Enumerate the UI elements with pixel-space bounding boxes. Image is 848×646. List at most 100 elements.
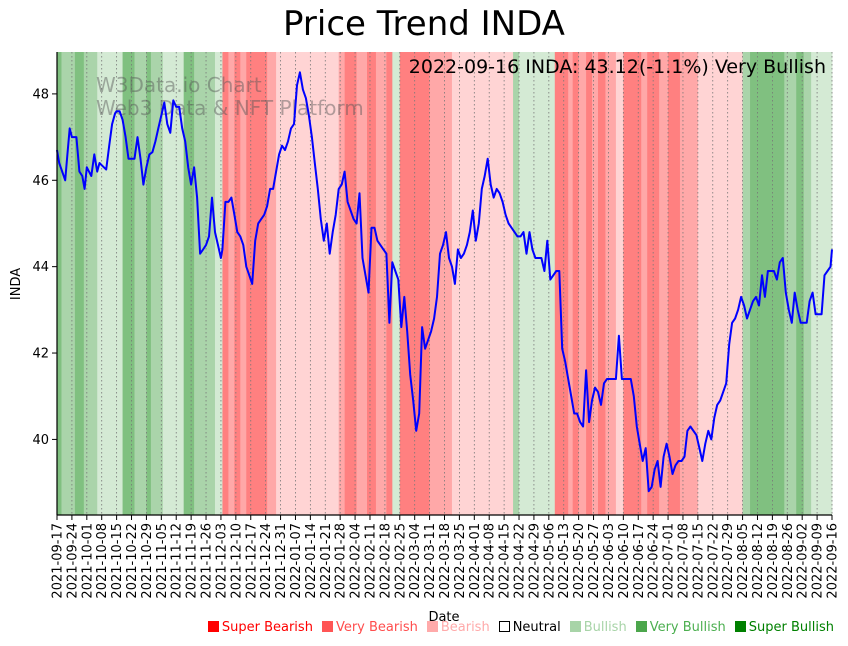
- band-very-bearish: [572, 52, 580, 515]
- band-very-bearish: [623, 52, 642, 515]
- x-tick-label: 2022-04-29: [527, 523, 542, 599]
- legend-item-bearish: Bearish: [426, 620, 490, 638]
- x-tick-label: 2022-07-22: [706, 523, 721, 599]
- watermark-line-1: W3Data.io Chart: [96, 73, 262, 97]
- legend-label: Bearish: [440, 620, 490, 635]
- x-tick-label: 2022-02-04: [349, 523, 364, 599]
- band-very-bearish: [367, 52, 377, 515]
- y-tick-label: 40: [32, 433, 49, 448]
- x-tick-label: 2022-02-18: [378, 523, 393, 599]
- x-tick-label: 2022-09-16: [826, 523, 841, 599]
- latest-price-annotation: 2022-09-16 INDA: 43.12(-1.1%) Very Bulli…: [409, 56, 826, 78]
- band-very-bearish: [234, 52, 241, 515]
- x-tick-label: 2022-08-05: [736, 523, 751, 599]
- x-tick-label: 2022-01-07: [289, 523, 304, 599]
- band-bearish: [375, 52, 387, 515]
- legend-label: Very Bullish: [649, 620, 726, 635]
- band-bullish: [742, 52, 751, 515]
- band-very-bullish: [796, 52, 805, 515]
- x-tick-label: 2022-08-19: [766, 523, 781, 599]
- x-tick-label: 2021-12-10: [229, 523, 244, 599]
- band-bearish: [338, 52, 346, 515]
- x-tick-label: 2022-06-10: [617, 523, 632, 599]
- band-bullish: [61, 52, 76, 515]
- band-very-bullish: [750, 52, 763, 515]
- band-light-bearish: [276, 52, 340, 515]
- x-tick-label: 2022-05-06: [542, 523, 557, 599]
- band-very-bearish: [344, 52, 357, 515]
- band-bullish: [83, 52, 98, 515]
- x-tick-label: 2021-10-01: [80, 523, 95, 599]
- legend-swatch-icon: [321, 621, 333, 632]
- x-tick-label: 2021-12-24: [259, 523, 274, 599]
- x-tick-label: 2021-10-22: [125, 523, 140, 599]
- x-tick-label: 2021-10-15: [110, 523, 125, 599]
- x-tick-label: 2022-01-28: [334, 523, 349, 599]
- y-axis-ticks: 40 42 44 46 48: [32, 87, 57, 448]
- legend-swatch-icon: [734, 621, 746, 632]
- x-tick-label: 2022-07-15: [691, 523, 706, 599]
- band-very-bearish: [246, 52, 268, 515]
- y-tick-label: 42: [32, 347, 49, 362]
- x-tick-label: 2021-10-08: [95, 523, 110, 599]
- band-light-bearish: [451, 52, 514, 515]
- band-bearish: [356, 52, 368, 515]
- band-bearish: [592, 52, 599, 515]
- legend-swatch-icon: [635, 621, 647, 632]
- y-tick-label: 46: [32, 174, 49, 189]
- x-tick-label: 2022-07-01: [662, 523, 677, 599]
- x-tick-label: 2022-03-11: [423, 523, 438, 599]
- x-tick-label: 2021-12-03: [214, 523, 229, 599]
- legend-swatch-icon: [569, 621, 581, 632]
- price-line-inda: [56, 71, 833, 493]
- legend: Super Bearish Very Bearish Bearish Neutral B…: [0, 620, 848, 638]
- x-tick-label: 2022-09-02: [796, 523, 811, 599]
- x-tick-label: 2022-07-08: [676, 523, 691, 599]
- x-tick-label: 2022-08-12: [751, 523, 766, 599]
- x-tick-label: 2022-08-26: [781, 523, 796, 599]
- x-tick-label: 2021-11-26: [200, 523, 215, 599]
- band-bullish: [150, 52, 164, 515]
- sentiment-bands: [57, 52, 833, 515]
- legend-label: Super Bullish: [748, 620, 834, 635]
- band-light-bullish: [811, 52, 833, 515]
- band-very-bearish: [386, 52, 393, 515]
- y-tick-label: 48: [32, 87, 49, 102]
- x-tick-label: 2022-05-27: [587, 523, 602, 599]
- x-tick-label: 2022-05-20: [572, 523, 587, 599]
- x-tick-label: 2022-06-24: [647, 523, 662, 599]
- x-tick-label: 2021-11-05: [155, 523, 170, 599]
- band-bearish: [679, 52, 699, 515]
- band-very-bullish: [122, 52, 135, 515]
- watermark: W3Data.io Chart Web3 Data & NFT Platform: [96, 73, 364, 120]
- legend-swatch-icon: [426, 621, 438, 632]
- legend-swatch-icon: [498, 621, 510, 632]
- x-tick-label: 2021-09-17: [51, 523, 66, 599]
- legend-label: Very Bearish: [335, 620, 418, 635]
- band-bearish: [429, 52, 453, 515]
- band-bearish: [578, 52, 587, 515]
- band-bullish: [803, 52, 812, 515]
- band-very-bullish: [74, 52, 85, 515]
- x-tick-label: 2022-02-11: [363, 523, 378, 599]
- band-bearish: [605, 52, 617, 515]
- x-tick-label: 2021-12-31: [274, 523, 289, 599]
- band-bullish: [513, 52, 520, 515]
- vertical-gridlines: [56, 52, 833, 515]
- x-tick-label: 2021-11-19: [185, 523, 200, 599]
- band-very-bullish: [761, 52, 785, 515]
- band-very-bearish: [222, 52, 229, 515]
- x-tick-label: 2022-04-22: [513, 523, 528, 599]
- band-light-bullish: [214, 52, 223, 515]
- band-bearish: [568, 52, 574, 515]
- x-tick-label: 2022-04-08: [483, 523, 498, 599]
- legend-item-very-bearish: Very Bearish: [321, 620, 418, 638]
- band-light-bearish: [697, 52, 743, 515]
- x-axis-ticks: 2021-09-17 2021-09-24 2021-10-01 2021-10-08…: [51, 515, 841, 599]
- band-bearish: [240, 52, 247, 515]
- band-light-bullish: [162, 52, 185, 515]
- legend-item-very-bullish: Very Bullish: [635, 620, 726, 638]
- x-tick-label: 2022-06-03: [602, 523, 617, 599]
- x-tick-label: 2022-05-13: [557, 523, 572, 599]
